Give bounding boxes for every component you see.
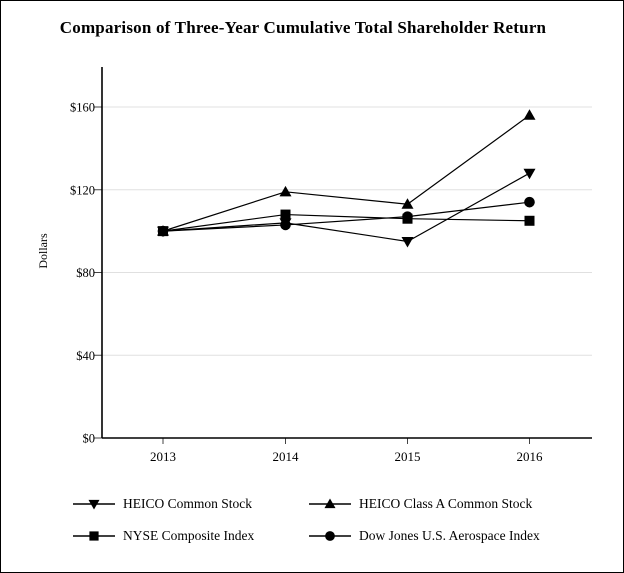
legend-item-heico-common-stock: HEICO Common Stock <box>73 491 252 517</box>
legend-item-heico-class-a-common-stock: HEICO Class A Common Stock <box>309 491 532 517</box>
triangle-up-marker-icon <box>309 498 351 509</box>
legend-label: Dow Jones U.S. Aerospace Index <box>359 528 540 543</box>
series-line <box>162 213 530 232</box>
circle-marker-icon <box>280 219 291 231</box>
square-marker-icon <box>402 213 413 224</box>
x-tick-label: 2016 <box>517 449 544 464</box>
x-tick-label: 2013 <box>150 449 176 464</box>
series-line <box>162 172 530 243</box>
y-tick-label: $160 <box>70 101 95 115</box>
triangle-up-marker-icon <box>279 185 292 197</box>
square-marker-icon <box>524 215 535 226</box>
x-tick-label: 2014 <box>273 449 300 464</box>
series-line <box>162 201 530 232</box>
y-tick-label: $120 <box>70 183 95 197</box>
legend-label: NYSE Composite Index <box>123 528 255 543</box>
x-tick-label: 2015 <box>395 449 421 464</box>
triangle-down-glyph <box>88 499 100 510</box>
y-tick-label: $80 <box>76 266 95 280</box>
square-glyph <box>89 531 99 541</box>
triangle-down-marker-icon <box>523 168 536 180</box>
triangle-down-marker-icon <box>401 236 414 248</box>
circle-glyph <box>325 531 335 541</box>
square-marker-icon <box>158 226 168 237</box>
legend-label: HEICO Class A Common Stock <box>359 496 533 511</box>
legend-label: HEICO Common Stock <box>123 496 253 511</box>
legend-item-dow-jones-us-aerospace-index: Dow Jones U.S. Aerospace Index <box>309 523 540 549</box>
triangle-down-marker-icon <box>73 499 115 510</box>
y-tick-label: $40 <box>76 349 95 363</box>
triangle-up-marker-icon <box>523 109 536 120</box>
square-marker-icon <box>73 531 115 541</box>
triangle-up-marker-icon <box>401 198 414 209</box>
circle-marker-icon <box>524 196 535 208</box>
triangle-up-glyph <box>324 498 336 509</box>
circle-marker-icon <box>309 531 351 541</box>
chart-title: Comparison of Three-Year Cumulative Tota… <box>59 18 547 37</box>
square-marker-icon <box>280 209 291 220</box>
legend-item-nyse-composite-index: NYSE Composite Index <box>73 523 254 549</box>
series-line <box>162 114 530 232</box>
y-tick-label: $0 <box>83 432 96 446</box>
